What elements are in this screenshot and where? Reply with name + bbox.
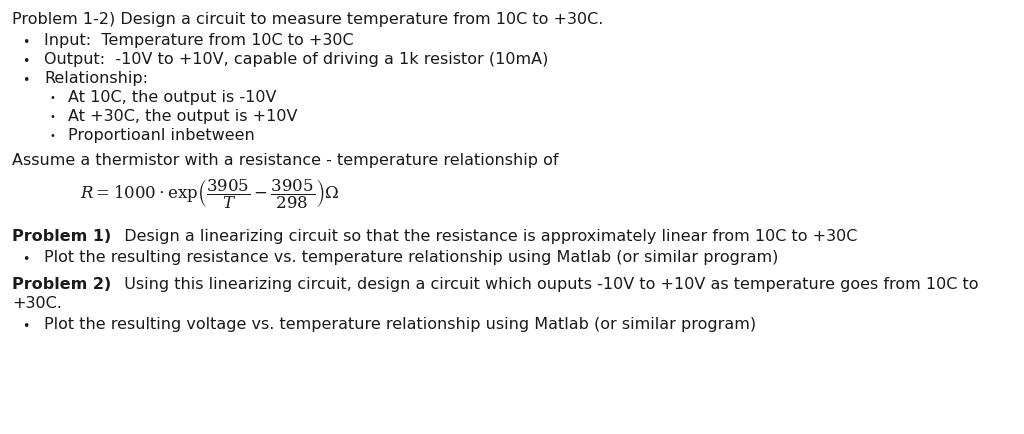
Text: •: • <box>23 55 30 68</box>
Text: •: • <box>49 93 55 103</box>
Text: Plot the resulting resistance vs. temperature relationship using Matlab (or simi: Plot the resulting resistance vs. temper… <box>44 250 778 265</box>
Text: •: • <box>49 112 55 122</box>
Text: Problem 1-2) Design a circuit to measure temperature from 10C to +30C.: Problem 1-2) Design a circuit to measure… <box>12 12 603 27</box>
Text: +30C.: +30C. <box>12 296 61 311</box>
Text: $\mathit{R} = 1000 \cdot \exp\!\left(\dfrac{3905}{\mathit{T}} - \dfrac{3905}{298: $\mathit{R} = 1000 \cdot \exp\!\left(\df… <box>80 178 339 211</box>
Text: At +30C, the output is +10V: At +30C, the output is +10V <box>68 109 298 124</box>
Text: Output:  -10V to +10V, capable of driving a 1k resistor (10mA): Output: -10V to +10V, capable of driving… <box>44 52 549 67</box>
Text: Using this linearizing circuit, design a circuit which ouputs -10V to +10V as te: Using this linearizing circuit, design a… <box>115 277 979 292</box>
Text: Relationship:: Relationship: <box>44 71 148 86</box>
Text: •: • <box>23 320 30 333</box>
Text: Plot the resulting voltage vs. temperature relationship using Matlab (or similar: Plot the resulting voltage vs. temperatu… <box>44 317 756 332</box>
Text: At 10C, the output is -10V: At 10C, the output is -10V <box>68 90 276 105</box>
Text: Problem 1): Problem 1) <box>12 229 112 244</box>
Text: •: • <box>23 36 30 49</box>
Text: •: • <box>23 74 30 87</box>
Text: Assume a thermistor with a resistance - temperature relationship of: Assume a thermistor with a resistance - … <box>12 153 558 168</box>
Text: Input:  Temperature from 10C to +30C: Input: Temperature from 10C to +30C <box>44 33 353 48</box>
Text: Problem 2): Problem 2) <box>12 277 112 292</box>
Text: Proportioanl inbetween: Proportioanl inbetween <box>68 128 255 143</box>
Text: •: • <box>49 131 55 141</box>
Text: •: • <box>23 253 30 266</box>
Text: Design a linearizing circuit so that the resistance is approximately linear from: Design a linearizing circuit so that the… <box>115 229 858 244</box>
